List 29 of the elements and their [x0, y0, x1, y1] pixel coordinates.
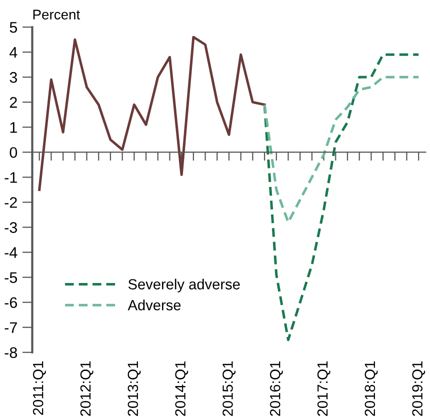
x-tick-label: 2011:Q1 [32, 361, 46, 415]
y-tick-label: -2 [4, 197, 17, 208]
line-series [263, 76, 420, 224]
line-series [38, 36, 266, 191]
x-tick-label: 2018:Q1 [364, 361, 378, 416]
y-tick-label: 5 [10, 22, 18, 33]
y-tick-label: 1 [10, 122, 17, 133]
y-tick-label: 2 [10, 97, 17, 108]
legend-label: Severely adverse [128, 278, 240, 292]
y-tick-label: -4 [4, 247, 18, 258]
y-tick-label: -8 [4, 347, 18, 358]
y-tick-label: -7 [4, 322, 17, 333]
y-axis-title: Percent [33, 10, 80, 20]
x-tick-label: 2012:Q1 [80, 361, 94, 416]
y-tick-label: -6 [4, 297, 17, 308]
y-tick-label: -3 [4, 222, 17, 233]
x-tick-label: 2014:Q1 [175, 361, 188, 416]
y-tick-label: -1 [4, 172, 17, 183]
line-series [263, 53, 420, 342]
x-tick-label: 2017:Q1 [317, 361, 330, 416]
legend-label: Adverse [128, 300, 181, 310]
y-tick-label: -5 [4, 272, 18, 283]
x-tick-label: 2015:Q1 [222, 361, 236, 416]
y-tick-label: 3 [10, 72, 17, 83]
x-tick-label: 2013:Q1 [128, 361, 141, 416]
x-tick-label: 2019:Q1 [412, 361, 426, 416]
y-tick-label: 0 [10, 147, 18, 158]
x-tick-label: 2016:Q1 [270, 361, 283, 416]
y-tick-label: 4 [10, 47, 18, 58]
